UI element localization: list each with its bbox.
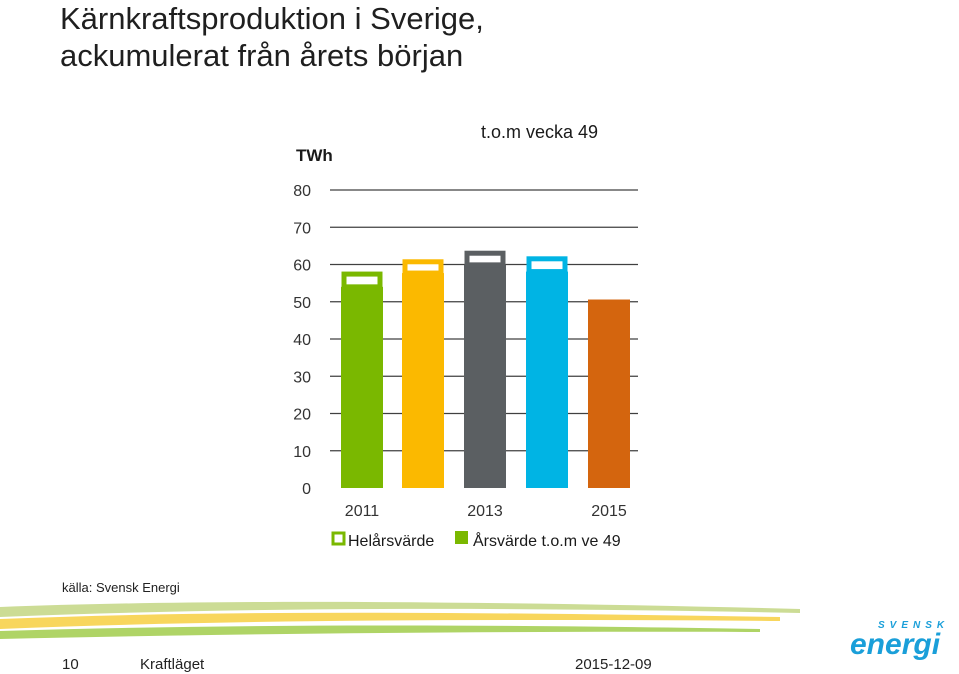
footer-title: Kraftläget bbox=[140, 656, 205, 673]
y-tick-label: 30 bbox=[293, 369, 311, 386]
y-tick-label: 0 bbox=[302, 481, 311, 498]
legend-label-helarsvarde: Helårsvärde bbox=[348, 532, 434, 550]
legend-swatch-helarsvarde bbox=[331, 531, 346, 546]
x-tick-label: 2015 bbox=[591, 503, 627, 520]
y-tick-label: 10 bbox=[293, 444, 311, 461]
legend-swatch-arsvarde bbox=[455, 531, 468, 544]
bar-2014-ytd bbox=[526, 271, 568, 488]
slide-title: Kärnkraftsproduktion i Sverige, ackumule… bbox=[60, 0, 760, 74]
bar-2012-fullyear bbox=[402, 259, 444, 276]
y-tick-label: 70 bbox=[293, 220, 311, 237]
y-tick-label: 40 bbox=[293, 332, 311, 349]
title-line-2: ackumulerat från årets början bbox=[60, 38, 464, 73]
source-note: källa: Svensk Energi bbox=[62, 580, 180, 595]
y-tick-label: 20 bbox=[293, 407, 311, 424]
x-tick-label: 2011 bbox=[345, 503, 380, 520]
bar-2011-fullyear bbox=[341, 271, 383, 290]
bar-2011-ytd bbox=[341, 286, 383, 488]
nuclear-production-chart: 0 10 20 30 40 50 60 70 80 TWh t.o.m vecka 49 201… bbox=[293, 122, 638, 550]
y-tick-label: 50 bbox=[293, 295, 311, 312]
x-tick-label: 2013 bbox=[467, 503, 503, 520]
logo-top-text: SVENSK bbox=[878, 620, 949, 631]
y-tick-label: 60 bbox=[293, 258, 311, 275]
legend-label-arsvarde: Årsvärde t.o.m ve 49 bbox=[473, 531, 621, 550]
logo-bottom-text: energi bbox=[850, 628, 941, 661]
bars bbox=[341, 250, 630, 488]
bar-2014-fullyear bbox=[526, 256, 568, 275]
svensk-energi-logo: SVENSK energi bbox=[850, 620, 949, 661]
y-axis-label: TWh bbox=[296, 146, 333, 165]
page-number: 10 bbox=[62, 656, 79, 673]
title-line-1: Kärnkraftsproduktion i Sverige, bbox=[60, 1, 484, 36]
bar-2012-ytd bbox=[402, 273, 444, 488]
footer-swoosh-decoration bbox=[0, 601, 800, 639]
chart-subtitle: t.o.m vecka 49 bbox=[481, 122, 598, 142]
legend: Helårsvärde Årsvärde t.o.m ve 49 bbox=[331, 531, 621, 550]
x-axis-ticks: 2011 2013 2015 bbox=[345, 503, 627, 520]
bar-2013-ytd bbox=[464, 264, 506, 488]
y-axis-ticks: 0 10 20 30 40 50 60 70 80 bbox=[293, 183, 311, 498]
y-tick-label: 80 bbox=[293, 183, 311, 200]
bar-2013-fullyear bbox=[464, 250, 506, 268]
bar-2015-ytd bbox=[588, 299, 630, 488]
footer-date: 2015-12-09 bbox=[575, 656, 652, 673]
